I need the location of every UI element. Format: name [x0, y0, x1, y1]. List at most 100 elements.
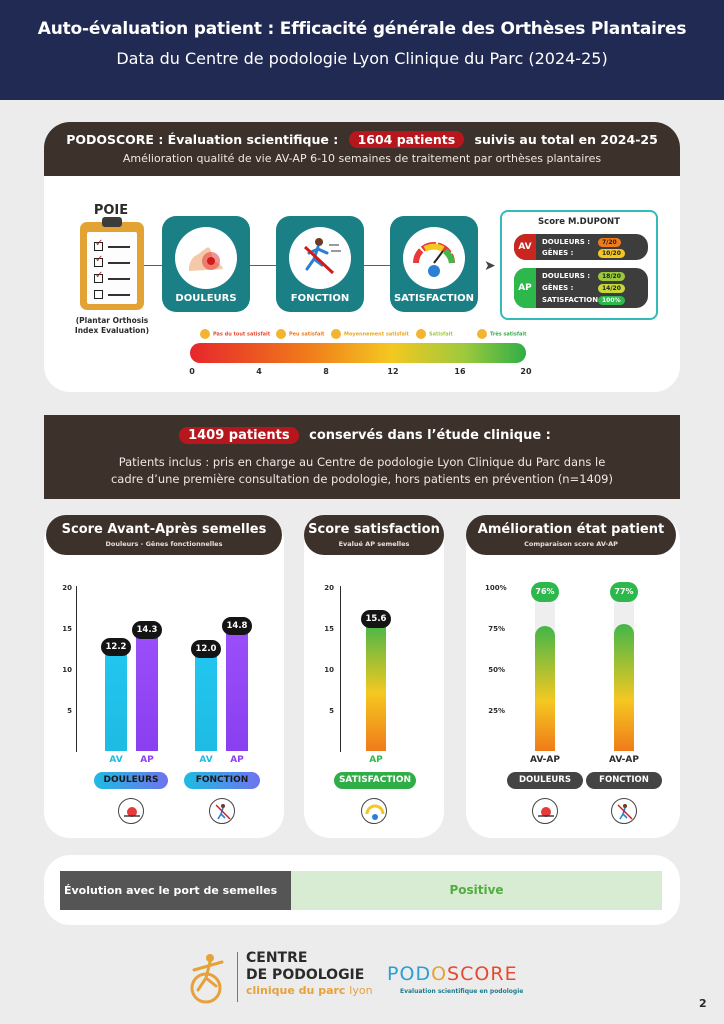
evolution-value: Positive: [291, 871, 662, 910]
av-genes-value: 10/20: [598, 249, 625, 258]
category-pill-douleurs: DOULEURS: [507, 772, 583, 789]
tile-douleurs: DOULEURS: [162, 216, 250, 312]
score-box-title: Score M.DUPONT: [538, 217, 620, 227]
satisfaction-level: Pas du tout satisfait: [200, 329, 270, 339]
y-tick-label: 50%: [488, 666, 505, 674]
satisfaction-level: Très satisfait: [477, 329, 527, 339]
chart-card-improvement: [466, 515, 680, 838]
podoscore-letter: S: [447, 963, 461, 985]
ap-douleurs-label: DOULEURS :: [542, 272, 591, 280]
poie-title: POIE: [93, 203, 129, 218]
ap-tag: AP: [514, 268, 536, 308]
scale-tick: 8: [323, 367, 329, 376]
smiley-icon: [477, 329, 487, 339]
bar-category-label: AV-AP: [530, 755, 560, 765]
ap-genes-value: 14/20: [598, 284, 625, 293]
av-genes-label: GÊNES :: [542, 249, 574, 257]
patients-included-badge: 1409 patients: [179, 427, 299, 444]
page-subtitle: Data du Centre de podologie Lyon Cliniqu…: [116, 49, 608, 68]
category-pill-fonction: FONCTION: [586, 772, 662, 789]
chart-bar: [535, 625, 555, 751]
chart-subtitle: Evalué AP semelles: [338, 540, 410, 548]
bar-category-label: AP: [140, 755, 154, 765]
foot-pain-icon: [118, 798, 144, 824]
y-tick-label: 20: [324, 584, 334, 592]
chart-bar: [226, 628, 248, 751]
connector-line: [360, 265, 392, 266]
podoscore-tagline: Evaluation scientifique en podologie: [400, 988, 524, 995]
study-banner: 1409 patients conservés dans l’étude cli…: [44, 415, 680, 499]
smiley-icon: [276, 329, 286, 339]
tile-fonction: FONCTION: [276, 216, 364, 312]
chart-header: Score satisfaction Evalué AP semelles: [304, 515, 444, 555]
av-douleurs-label: DOULEURS :: [542, 238, 591, 246]
chart-bar: [136, 633, 158, 751]
av-douleurs-value: 7/20: [598, 238, 621, 247]
foot-pain-icon: [532, 798, 558, 824]
gauge-icon: [361, 798, 387, 824]
podoscore-letter: O: [431, 963, 448, 985]
podoscore-letter: O: [474, 963, 491, 985]
scale-tick: 16: [454, 367, 466, 376]
y-tick-label: 15: [324, 625, 334, 633]
chart-subtitle: Comparaison score AV-AP: [524, 540, 618, 548]
y-tick-label: 25%: [488, 707, 505, 715]
poie-subtitle: (Plantar Orthosis Index Evaluation): [74, 316, 150, 335]
y-tick-label: 5: [67, 707, 72, 715]
bar-category-label: AV: [199, 755, 213, 765]
bar-value-label: 14.8: [222, 616, 252, 635]
y-tick-label: 75%: [488, 625, 505, 633]
connector-line: [250, 265, 280, 266]
bar-category-label: AP: [369, 755, 383, 765]
tile-satisfaction-label: SATISFACTION: [393, 293, 475, 304]
chart-card-before-after: [44, 515, 284, 838]
tile-satisfaction: SATISFACTION: [390, 216, 478, 312]
chart-header: Score Avant-Après semelles Douleurs - Gê…: [46, 515, 282, 555]
smiley-icon: [200, 329, 210, 339]
score-row-ap: AP DOULEURS : 18/20 GÊNES : 14/20 SATISF…: [514, 268, 648, 308]
page-number: 2: [699, 997, 707, 1010]
centre-location: clinique du parc lyon: [246, 984, 373, 997]
y-tick-label: 10: [324, 666, 334, 674]
smiley-icon: [416, 329, 426, 339]
podoscore-prefix: PODOSCORE : Évaluation scientifique :: [66, 132, 339, 147]
av-tag: AV: [514, 234, 536, 260]
clipboard-icon: ✓ ✓ ✓: [80, 217, 144, 310]
study-description-line2: cadre d’une première consultation de pod…: [110, 472, 613, 486]
page-header: Auto-évaluation patient : Efficacité gén…: [0, 0, 724, 100]
chart-bar: [195, 652, 217, 751]
centre-name: CENTRE DE PODOLOGIE: [246, 950, 365, 983]
y-tick-label: 100%: [485, 584, 507, 592]
chart-bar: [105, 650, 127, 751]
page-title: Auto-évaluation patient : Efficacité gén…: [37, 19, 687, 39]
podoscore-letter: R: [490, 963, 505, 985]
bar-category-label: AV-AP: [609, 755, 639, 765]
footer-divider: [237, 952, 238, 1002]
ap-genes-label: GÊNES :: [542, 284, 574, 292]
satisfaction-gradient-bar: [190, 343, 526, 363]
patients-total-badge: 1604 patients: [348, 131, 465, 148]
scale-tick: 20: [520, 367, 532, 376]
category-pill-douleurs: DOULEURS: [94, 772, 168, 789]
centre-podologie-logo: [186, 950, 230, 1006]
category-pill-fonction: FONCTION: [184, 772, 260, 789]
y-axis: [76, 586, 77, 752]
runner-icon: [289, 227, 351, 289]
y-tick-label: 15: [62, 625, 72, 633]
study-description-line1: Patients inclus : pris en charge au Cent…: [118, 455, 606, 469]
bar-category-label: AP: [230, 755, 244, 765]
bar-value-label: 12.2: [101, 638, 131, 657]
y-tick-label: 5: [329, 707, 334, 715]
runner-icon: [209, 798, 235, 824]
y-axis: [340, 586, 341, 752]
category-pill-satisfaction: SATISFACTION: [334, 772, 416, 789]
foot-pain-icon: [175, 227, 237, 289]
chart-bar: [366, 622, 386, 751]
y-tick-label: 20: [62, 584, 72, 592]
scale-tick: 4: [256, 367, 262, 376]
arrow-right-icon: ➤: [484, 258, 496, 274]
bar-value-label: 12.0: [191, 640, 221, 658]
tile-fonction-label: FONCTION: [290, 293, 350, 304]
podoscore-letter: O: [399, 963, 416, 985]
chart-title: Amélioration état patient: [477, 522, 665, 537]
